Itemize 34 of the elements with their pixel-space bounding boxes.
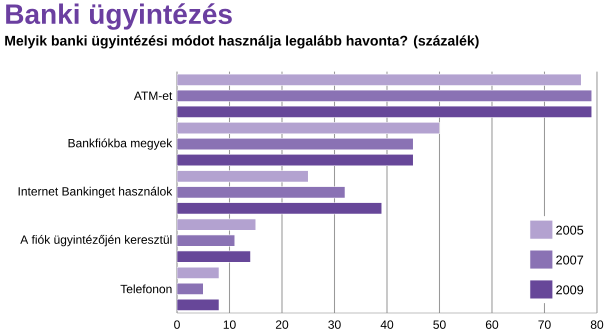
bar [177, 170, 309, 182]
x-tick-label: 70 [538, 320, 551, 329]
y-tick-label: Internet Bankinget használok [18, 186, 172, 198]
y-tick-label: A fiók ügyintézőjén keresztül [20, 234, 172, 246]
bar [177, 186, 346, 198]
x-tick-label: 50 [433, 320, 446, 329]
bar [177, 122, 440, 134]
chart-subtitle: Melyik banki ügyintézési módot használja legalább havonta? (százalék) [5, 35, 479, 48]
bar [177, 266, 220, 279]
y-tick-label: Bankfiókba megyek [68, 138, 172, 150]
y-tick-label: Telefonon [120, 284, 172, 294]
x-tick-label: 40 [380, 320, 394, 329]
bar [177, 282, 204, 295]
x-tick-label: 0 [174, 320, 180, 329]
y-tick-label: ATM-et [134, 92, 172, 100]
bar [177, 138, 414, 150]
x-tick-label: 60 [486, 320, 498, 329]
bar [177, 250, 251, 263]
bar [177, 234, 236, 247]
chart-title: Banki ügyintézés [6, 3, 232, 30]
bar [177, 154, 414, 166]
bar [177, 298, 220, 311]
legend-label: 2009 [556, 285, 584, 294]
x-tick-label: 20 [276, 320, 288, 329]
x-tick-label: 30 [328, 320, 341, 329]
bar [177, 106, 592, 118]
legend-label: 2005 [556, 226, 584, 235]
bar [177, 218, 256, 231]
bar [177, 74, 582, 86]
bar [177, 90, 592, 102]
legend-label: 2007 [556, 256, 584, 264]
x-tick-label: 80 [590, 320, 604, 329]
bar [177, 202, 382, 214]
x-tick-label: 10 [224, 320, 236, 329]
